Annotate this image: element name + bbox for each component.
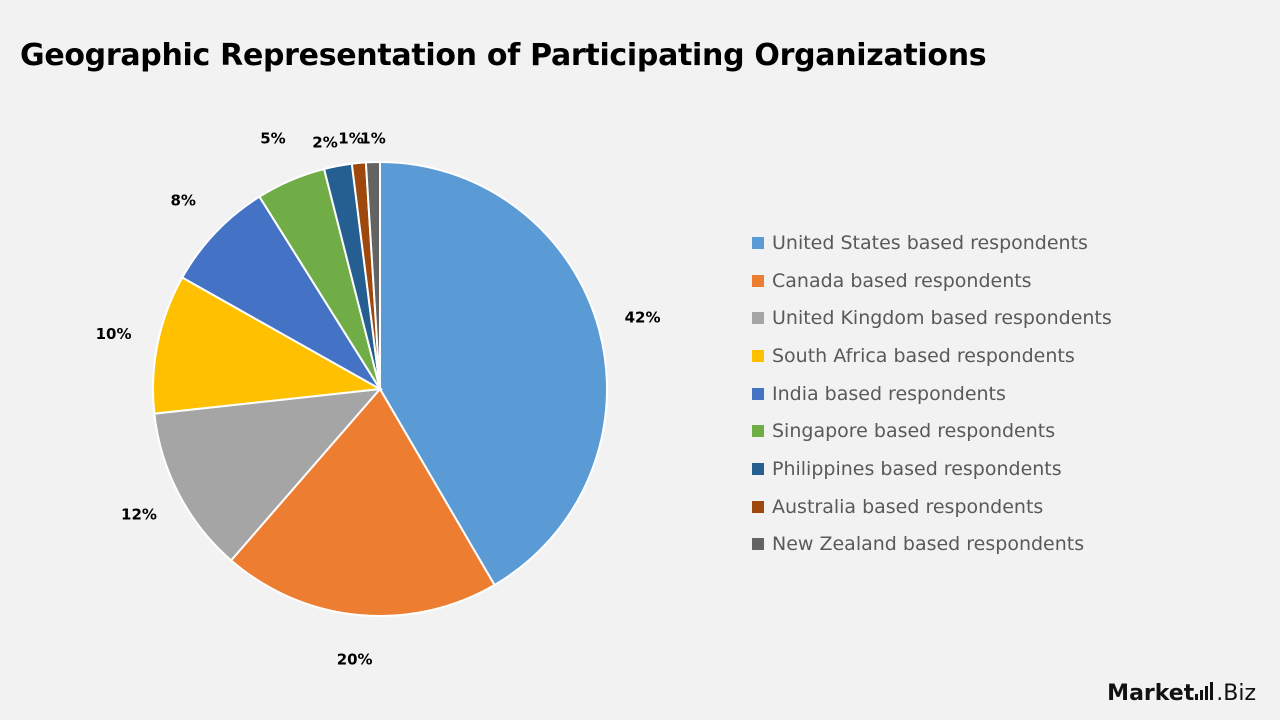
data-label-5: 5% <box>260 129 285 147</box>
data-label-7: 1% <box>338 130 363 148</box>
legend-label-4: India based respondents <box>772 382 1006 405</box>
data-label-4: 8% <box>170 192 195 210</box>
legend-swatch-1 <box>752 274 764 287</box>
pie-slice-2 <box>153 387 383 562</box>
legend-label-0: United States based respondents <box>772 231 1088 254</box>
legend-swatch-8 <box>752 538 764 551</box>
legend-label-2: United Kingdom based respondents <box>772 307 1112 330</box>
legend-label-5: Singapore based respondents <box>772 420 1056 443</box>
legend-label-8: New Zealand based respondents <box>772 533 1085 556</box>
data-label-8: 1% <box>360 130 385 148</box>
pie-slice-8 <box>364 160 381 390</box>
legend-swatch-3 <box>752 349 764 362</box>
legend-item-3: South Africa based respondents <box>752 337 1112 375</box>
legend-item-6: Philippines based respondents <box>752 450 1112 488</box>
legend-item-5: Singapore based respondents <box>752 412 1112 450</box>
pie-slice-0 <box>379 160 608 587</box>
legend-item-8: New Zealand based respondents <box>752 526 1112 564</box>
marketbiz-logo: Market .Biz <box>1107 681 1256 706</box>
logo-bars-icon <box>1195 682 1215 700</box>
data-label-2: 12% <box>121 506 157 524</box>
legend-swatch-2 <box>752 312 764 325</box>
logo-text-tail: .Biz <box>1216 681 1256 706</box>
legend-item-0: United States based respondents <box>752 224 1112 262</box>
chart-legend: United States based respondents Canada ba… <box>752 224 1112 563</box>
pie-slice-4 <box>180 195 381 390</box>
legend-swatch-7 <box>752 500 764 513</box>
pie-slice-1 <box>229 387 496 617</box>
legend-item-1: Canada based respondents <box>752 262 1112 300</box>
legend-swatch-4 <box>752 387 764 400</box>
legend-swatch-5 <box>752 425 764 438</box>
pie-slice-3 <box>152 276 384 415</box>
legend-swatch-6 <box>752 462 764 475</box>
data-label-3: 10% <box>96 325 132 343</box>
data-label-0: 42% <box>625 308 661 326</box>
data-label-6: 2% <box>312 134 337 152</box>
legend-label-6: Philippines based respondents <box>772 457 1062 480</box>
chart-title: Geographic Representation of Participati… <box>20 38 987 73</box>
legend-item-2: United Kingdom based respondents <box>752 299 1112 337</box>
legend-label-7: Australia based respondents <box>772 495 1044 518</box>
legend-item-7: Australia based respondents <box>752 488 1112 526</box>
legend-label-3: South Africa based respondents <box>772 344 1075 367</box>
legend-swatch-0 <box>752 236 764 249</box>
data-label-1: 20% <box>337 650 373 668</box>
logo-text: Market <box>1107 681 1195 706</box>
legend-item-4: India based respondents <box>752 375 1112 413</box>
legend-label-1: Canada based respondents <box>772 269 1032 292</box>
